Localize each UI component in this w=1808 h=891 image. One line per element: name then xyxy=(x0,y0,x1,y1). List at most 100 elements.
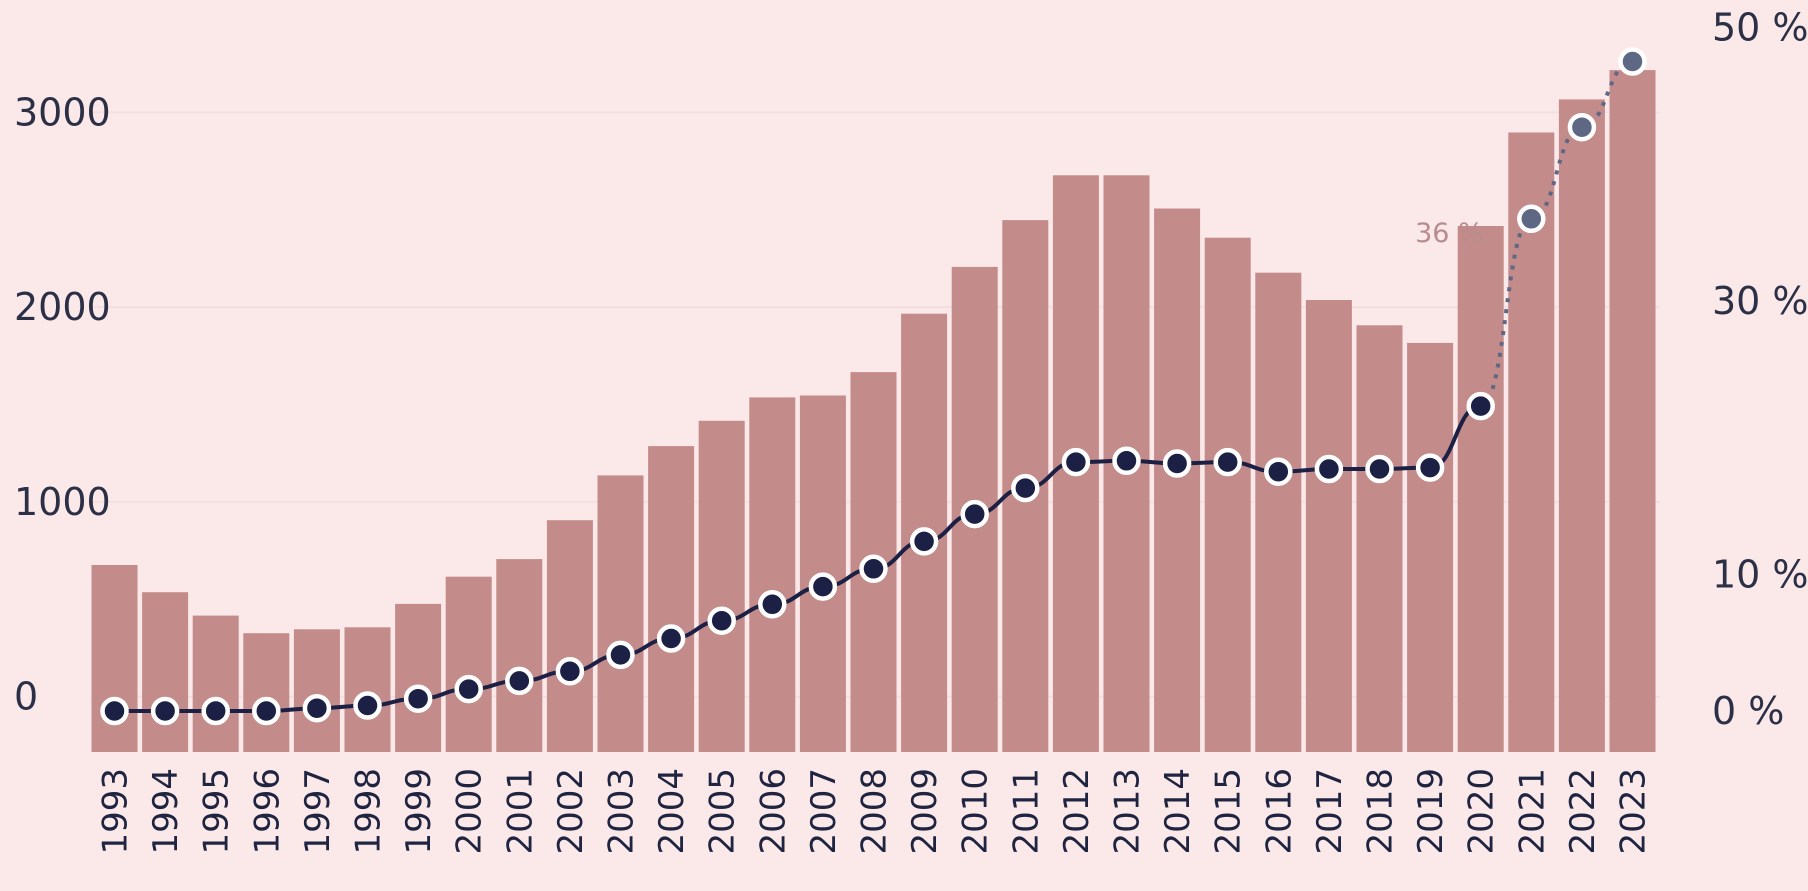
point-1996 xyxy=(252,696,281,726)
point-2020 xyxy=(1466,391,1495,421)
bar-1999 xyxy=(395,603,442,752)
bar-2016 xyxy=(1255,272,1302,752)
point-2007 xyxy=(808,572,838,601)
x-tick-label: 1996 xyxy=(247,768,287,855)
y-right-tick-label: 10 % xyxy=(1712,552,1808,596)
y-left-tick-label: 3000 xyxy=(14,90,111,134)
x-tick-label: 2010 xyxy=(956,768,996,855)
point-2017 xyxy=(1314,454,1344,484)
bar-2015 xyxy=(1204,237,1251,752)
x-tick-label: 1997 xyxy=(298,768,338,855)
point-2009 xyxy=(909,527,939,556)
bar-1995 xyxy=(192,615,239,752)
point-2014 xyxy=(1162,449,1192,478)
point-1995 xyxy=(201,696,230,726)
bar-2023 xyxy=(1609,70,1656,753)
x-tick-label: 2023 xyxy=(1614,768,1654,855)
bar-1994 xyxy=(142,592,189,752)
x-tick-label: 2018 xyxy=(1361,768,1401,855)
x-tick-label: 2003 xyxy=(602,768,642,855)
x-tick-label: 2021 xyxy=(1512,768,1552,855)
y-left-tick-label: 0 xyxy=(14,675,38,719)
x-tick-label: 2008 xyxy=(855,768,895,855)
y-right-tick-label: 30 % xyxy=(1712,279,1808,323)
x-tick-label: 1994 xyxy=(146,768,186,855)
x-tick-label: 2016 xyxy=(1259,768,1299,855)
x-tick-label: 1995 xyxy=(197,768,237,855)
x-tick-label: 2013 xyxy=(1108,768,1148,855)
annotations: 36 %47,5 % xyxy=(1415,218,1484,249)
point-2008 xyxy=(859,554,888,584)
point-1997 xyxy=(302,693,332,723)
y-right-tick-label: 50 % xyxy=(1712,5,1808,49)
x-tick-label: 2002 xyxy=(551,768,591,855)
y-right-tick-label: 0 % xyxy=(1712,689,1784,733)
bar-2006 xyxy=(749,397,796,752)
x-tick-label: 1993 xyxy=(96,768,136,855)
point-2011 xyxy=(1011,473,1040,503)
y-left-tick-label: 2000 xyxy=(14,285,111,329)
point-2000 xyxy=(454,674,483,704)
x-tick-label: 2004 xyxy=(652,768,692,855)
line-path-projected xyxy=(1479,59,1633,409)
bar-2014 xyxy=(1154,208,1201,752)
y-left-tick-label: 1000 xyxy=(14,480,111,524)
x-tick-label: 2005 xyxy=(703,768,743,855)
x-tick-label: 2006 xyxy=(753,768,793,855)
point-2003 xyxy=(606,640,635,670)
x-tick-label: 2001 xyxy=(500,768,540,855)
x-tick-label: 2022 xyxy=(1563,768,1603,855)
bar-2018 xyxy=(1356,325,1403,752)
x-tick-label: 2007 xyxy=(804,768,844,855)
bar-2003 xyxy=(597,475,644,752)
point-1998 xyxy=(353,691,382,720)
bar-1998 xyxy=(344,627,391,752)
point-2004 xyxy=(656,624,686,653)
point-1993 xyxy=(100,696,129,726)
bar-2005 xyxy=(698,420,745,752)
x-tick-label: 2017 xyxy=(1310,768,1350,855)
x-tick-label: 2012 xyxy=(1057,768,1097,855)
point-2019 xyxy=(1415,453,1445,482)
bar-2004 xyxy=(648,446,695,752)
point-2013 xyxy=(1112,446,1141,476)
point-2005 xyxy=(707,606,736,635)
point-2016 xyxy=(1264,457,1293,486)
point-2022 xyxy=(1567,112,1597,142)
point-2015 xyxy=(1213,447,1242,477)
point-1999 xyxy=(403,684,433,713)
bar-2019 xyxy=(1407,342,1454,752)
point-2018 xyxy=(1365,454,1394,484)
x-tick-label: 2014 xyxy=(1158,768,1198,855)
point-2001 xyxy=(505,666,534,696)
bar-2001 xyxy=(496,559,543,752)
bar-2000 xyxy=(445,576,492,752)
bar-2002 xyxy=(546,520,593,752)
bar-2017 xyxy=(1305,300,1352,752)
bar-series xyxy=(91,70,1656,753)
bar-2020 xyxy=(1457,226,1504,752)
x-tick-label: 2011 xyxy=(1006,768,1046,855)
x-tick-label: 1999 xyxy=(399,768,439,855)
x-tick-label: 1998 xyxy=(349,768,389,855)
x-tick-label: 2015 xyxy=(1209,768,1249,855)
x-tick-label: 2020 xyxy=(1462,768,1502,855)
point-2012 xyxy=(1061,447,1091,477)
x-axis-ticks: 1993 1994 1995 1996 1997 1998 1999 2000 2001 2002… xyxy=(96,768,1654,855)
left-axis-ticks: 0 1000 2000 3000 xyxy=(14,90,111,718)
point-2002 xyxy=(555,657,585,686)
annotation-label: 36 % xyxy=(1415,218,1484,249)
bar-2021 xyxy=(1508,132,1555,752)
bar-2022 xyxy=(1558,99,1605,752)
point-2023 xyxy=(1618,47,1647,76)
line-points xyxy=(100,47,1647,726)
right-axis-ticks: 0 % 10 % 30 % 50 % xyxy=(1712,5,1808,733)
x-tick-label: 2009 xyxy=(905,768,945,855)
point-1994 xyxy=(150,696,180,726)
bar-1997 xyxy=(293,629,340,752)
x-tick-label: 2019 xyxy=(1411,768,1451,855)
point-2010 xyxy=(960,499,989,529)
bar-1996 xyxy=(243,633,290,752)
